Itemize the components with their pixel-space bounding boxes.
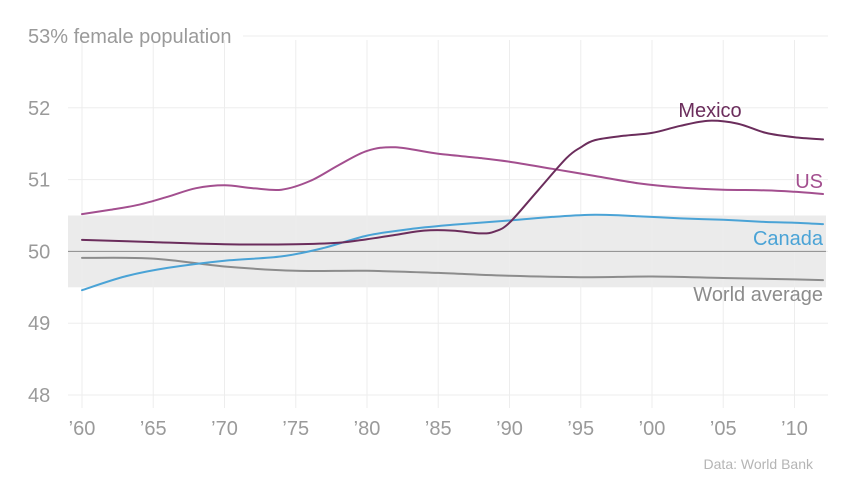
series-line-us xyxy=(81,146,824,216)
series-line-world-average xyxy=(81,256,824,282)
y-axis: 53% female population 52 51 50 49 48 xyxy=(28,26,231,407)
y-tick-label: 53% female population xyxy=(28,26,231,48)
x-axis: ’60 ’65 ’70 ’75 ’80 ’85 ’90 ’95 ’00 ’05 ’10 xyxy=(69,418,808,440)
x-tick-label: ’00 xyxy=(639,418,666,440)
x-tick-label: ’05 xyxy=(710,418,737,440)
x-tick-label: ’10 xyxy=(781,418,808,440)
series-label-world-average: World average xyxy=(693,284,823,306)
series-labels: Mexico US Canada World average xyxy=(678,100,824,306)
x-tick-label: ’90 xyxy=(496,418,523,440)
series-label-mexico: Mexico xyxy=(678,100,741,122)
x-tick-label: ’85 xyxy=(425,418,452,440)
y-tick-label: 49 xyxy=(28,313,50,335)
x-tick-label: ’60 xyxy=(69,418,96,440)
y-tick-label: 51 xyxy=(28,170,50,192)
series-label-canada: Canada xyxy=(753,228,824,250)
y-tick-label: 50 xyxy=(28,241,50,263)
series-line-canada xyxy=(81,213,824,292)
gridlines xyxy=(68,35,828,408)
x-tick-label: ’65 xyxy=(140,418,167,440)
x-tick-label: ’70 xyxy=(211,418,238,440)
series-line-mexico xyxy=(81,119,824,246)
x-tick-label: ’95 xyxy=(567,418,594,440)
x-tick-label: ’80 xyxy=(354,418,381,440)
series-label-us: US xyxy=(795,171,823,193)
source-note: Data: World Bank xyxy=(704,456,814,472)
y-tick-label: 52 xyxy=(28,98,50,120)
series-lines xyxy=(81,119,824,292)
x-tick-label: ’75 xyxy=(282,418,309,440)
y-tick-label: 48 xyxy=(28,385,50,407)
